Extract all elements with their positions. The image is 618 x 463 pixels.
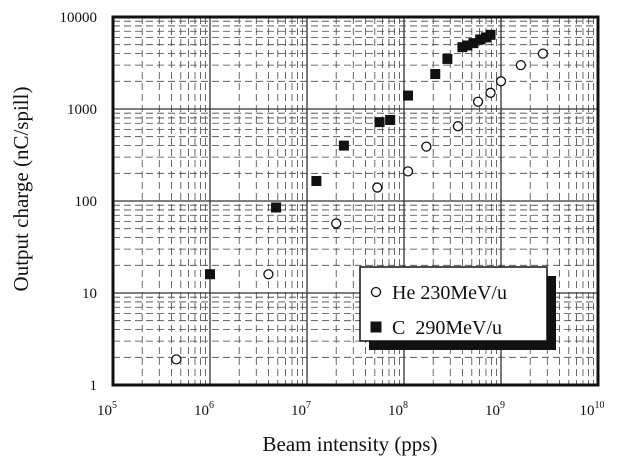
- x-tick-label: 106: [194, 400, 214, 419]
- legend-box: [359, 266, 548, 342]
- plot-frame: [111, 15, 600, 387]
- c-data-point: [385, 114, 396, 125]
- he-data-point: [472, 96, 484, 107]
- he-data-point: [452, 121, 464, 132]
- legend: He 230MeV/u C 290MeV/u: [359, 266, 556, 350]
- minor-gridlines: [113, 17, 598, 385]
- y-tick-label: 10000: [60, 10, 98, 26]
- x-tick-label: 1010: [580, 400, 605, 419]
- legend-marker-he: [370, 286, 382, 298]
- y-axis-title: Output charge (nC/spill): [9, 87, 33, 292]
- x-tick-label: 109: [485, 400, 505, 419]
- x-tick-label: 105: [97, 400, 117, 419]
- c-data-point: [462, 40, 473, 51]
- legend-marker-c: [370, 321, 382, 333]
- c-data-point: [475, 34, 486, 45]
- legend-label-c: C 290MeV/u: [392, 317, 502, 339]
- y-tick-labels: 1 10 100 1000 10000: [60, 10, 98, 394]
- he-data-point: [495, 76, 507, 87]
- c-data-point: [468, 38, 479, 49]
- c-data-point: [430, 69, 441, 80]
- he-data-point: [421, 141, 432, 152]
- c-data-point: [311, 175, 322, 186]
- x-tick-labels: 105 106 107 108 109 1010: [97, 400, 605, 419]
- he-data-point: [537, 48, 548, 59]
- he-data-point: [485, 87, 496, 98]
- c-data-point: [271, 202, 282, 213]
- legend-label-he: He 230MeV/u: [392, 282, 507, 304]
- c-data-point: [374, 117, 385, 128]
- y-tick-label: 1000: [67, 102, 97, 118]
- y-tick-label: 10: [82, 286, 97, 302]
- c-data-point: [442, 53, 453, 64]
- c-data-point: [403, 90, 414, 101]
- c-data-point: [485, 29, 496, 40]
- x-axis-title: Beam intensity (pps): [263, 432, 438, 456]
- he-data-point: [331, 218, 342, 229]
- x-tick-label: 107: [291, 400, 311, 419]
- he-data-point: [263, 269, 274, 280]
- he-data-point: [171, 354, 182, 365]
- y-tick-label: 1: [90, 378, 98, 394]
- y-tick-label: 100: [75, 194, 98, 210]
- data-points: [171, 29, 548, 365]
- x-tick-label: 108: [388, 400, 408, 419]
- c-data-point: [338, 140, 349, 151]
- he-data-point: [372, 182, 383, 193]
- c-data-point: [205, 269, 215, 280]
- he-data-point: [515, 59, 526, 71]
- he-data-point: [402, 166, 414, 177]
